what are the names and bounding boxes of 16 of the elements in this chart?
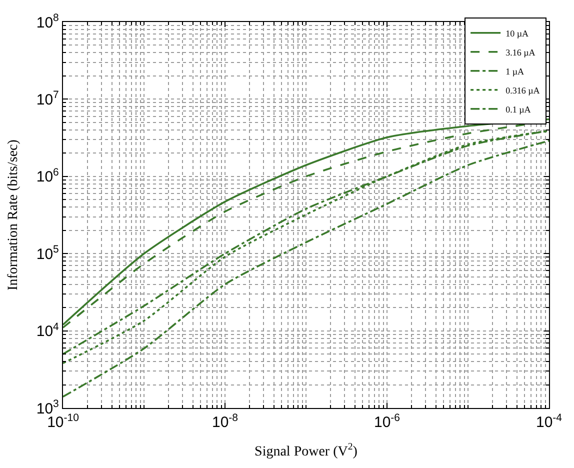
- y-tick-label: 10$^{5}$: [36, 244, 60, 263]
- y-tick-label: 10$^{4}$: [36, 320, 60, 340]
- y-tick-label: 10$^{6}$: [36, 166, 60, 186]
- x-tick-label: 10$^{-4}$: [536, 412, 562, 432]
- legend-label: 3.16 µA: [506, 47, 536, 58]
- legend-label: 10 µA: [506, 28, 530, 38]
- legend-label: 0.1 µA: [506, 104, 532, 114]
- legend-label: 1 µA: [506, 66, 525, 76]
- y-axis-title: Information Rate (bits/sec): [6, 139, 21, 290]
- x-axis-title: Signal Power (V$^{2}$): [254, 442, 358, 460]
- x-tick-label: 10$^{-6}$: [374, 412, 400, 432]
- y-tick-label: 10$^{8}$: [36, 12, 60, 32]
- legend-label: 0.316 µA: [506, 85, 540, 96]
- y-tick-label: 10$^{7}$: [36, 89, 60, 108]
- x-tick-label: 10$^{-8}$: [212, 412, 238, 432]
- y-tick-label: 10$^{3}$: [36, 398, 60, 418]
